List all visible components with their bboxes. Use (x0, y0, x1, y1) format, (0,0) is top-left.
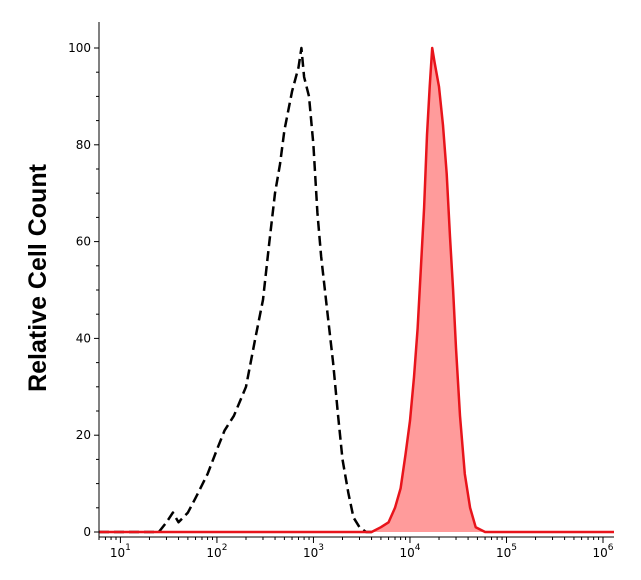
y-tick-label: 40 (76, 331, 91, 345)
y-axis-label: Relative Cell Count (24, 163, 52, 391)
axes-layer (98, 22, 614, 538)
y-tick-label: 0 (83, 525, 91, 539)
x-tick-label: 105 (496, 543, 517, 560)
histogram-fill (99, 48, 614, 532)
y-tick-label: 80 (76, 138, 91, 152)
x-tick-label: 103 (303, 543, 324, 560)
y-tick-label: 100 (68, 41, 91, 55)
x-tick-label: 101 (110, 543, 131, 560)
histogram-outline-stained (99, 46, 614, 534)
x-tick-label: 102 (206, 543, 227, 560)
y-tick-label: 20 (76, 428, 91, 442)
histogram-outline-control (99, 46, 372, 534)
y-ticks: 0 20 40 60 80 100 (68, 41, 99, 539)
series-layer (99, 46, 614, 534)
x-ticks: 101 102 103 104 105 106 (98, 537, 614, 560)
x-tick-label: 106 (592, 543, 613, 560)
x-tick-label: 104 (399, 543, 420, 560)
y-tick-label: 60 (76, 235, 91, 249)
